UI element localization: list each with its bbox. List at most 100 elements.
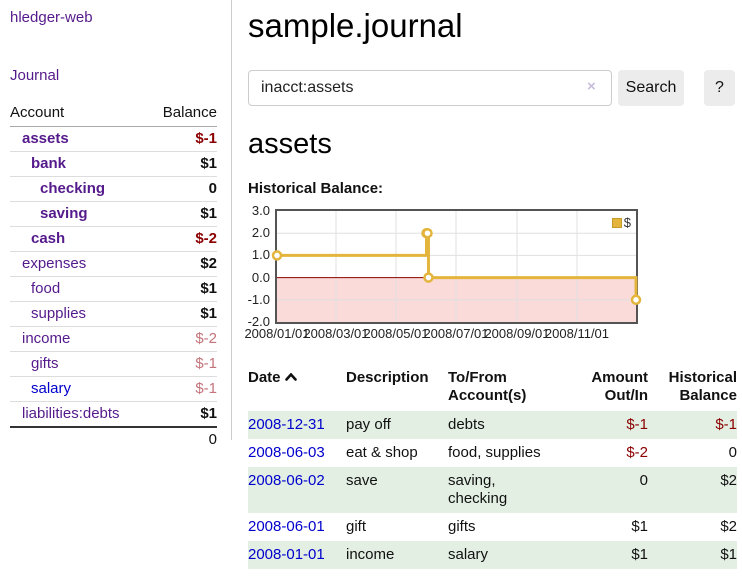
transaction-balance: $2 (720, 518, 737, 535)
nav-journal-link[interactable]: Journal (10, 67, 60, 84)
transaction-amount: 0 (639, 472, 648, 489)
register-row: 2008-06-01 gift gifts $1 $2 (248, 513, 737, 541)
account-balance: $1 (148, 201, 217, 227)
register-row: 2008-12-31 pay off debts $-1 $-1 (248, 411, 737, 439)
account-link-cash[interactable]: cash (31, 230, 66, 247)
transaction-date-link[interactable]: 2008-06-01 (248, 518, 325, 535)
register-col-description: Description (346, 369, 429, 386)
transaction-accounts: salary (448, 546, 489, 563)
search-input[interactable] (248, 70, 612, 106)
x-axis-tick-label: 2008/07/01 (423, 326, 489, 341)
transaction-accounts: gifts (448, 518, 476, 535)
account-link-saving[interactable]: saving (40, 205, 88, 222)
account-balance: $-1 (195, 130, 217, 147)
account-heading: assets (248, 128, 332, 160)
search-form: × Search ? (248, 70, 737, 106)
transaction-balance: $1 (720, 546, 737, 563)
balance-chart-canvas (271, 211, 642, 322)
account-balance: $1 (148, 276, 217, 302)
account-row-checking: checking 0 (10, 176, 217, 202)
accounts-total-spacer (10, 426, 149, 452)
accounts-col-balance: Balance (148, 101, 217, 127)
transaction-date-link[interactable]: 2008-12-31 (248, 416, 325, 433)
account-row-liabilities-debts: liabilities:debts $1 (10, 401, 217, 427)
app-title: hledger-web (10, 9, 217, 26)
clear-search-icon[interactable]: × (587, 78, 596, 95)
register-table: Date Description To/From Account(s) Amou… (248, 367, 737, 569)
x-axis-tick-label: 2008/11/01 (544, 326, 610, 341)
register-col-balance: Historical Balance (668, 369, 737, 404)
account-row-supplies: supplies $1 (10, 301, 217, 327)
account-row-assets: assets $-1 (10, 127, 217, 152)
account-balance: $1 (148, 301, 217, 327)
accounts-table: Account Balance assets $-1 bank $1 check… (10, 101, 217, 452)
account-row-cash: cash $-2 (10, 226, 217, 252)
transaction-date-link[interactable]: 2008-06-03 (248, 444, 325, 461)
account-balance: $-1 (148, 376, 217, 402)
transaction-description: save (346, 472, 378, 489)
transaction-date-link[interactable]: 2008-06-02 (248, 472, 325, 489)
account-link-assets[interactable]: assets (22, 130, 69, 147)
account-balance: $2 (148, 251, 217, 277)
y-axis-tick-label: 3.0 (251, 203, 270, 218)
account-balance: $1 (148, 151, 217, 177)
account-balance: 0 (148, 176, 217, 202)
transaction-description: gift (346, 518, 367, 535)
accounts-total-value: 0 (148, 426, 217, 452)
account-link-checking[interactable]: checking (40, 180, 106, 197)
account-row-gifts: gifts $-1 (10, 351, 217, 377)
transaction-accounts: saving, checking (448, 472, 508, 507)
balance-chart: $ 3.0 2.0 1.0 0.0 -1.0 -2.0 2008/01/01 2008/03/… (244, 203, 737, 345)
help-button[interactable]: ? (704, 70, 735, 106)
account-row-food: food $1 (10, 276, 217, 302)
register-col-amount: Amount Out/In (591, 369, 648, 404)
accounts-col-account: Account (10, 101, 149, 127)
transaction-balance: $2 (720, 472, 737, 489)
account-row-expenses: expenses $2 (10, 251, 217, 277)
account-row-income: income $-2 (10, 326, 217, 352)
transaction-amount: $1 (631, 518, 648, 535)
main-content: sample.journal × Search ? assets Histori… (244, 0, 737, 569)
register-row: 2008-06-02 save saving, checking 0 $2 (248, 467, 737, 513)
transaction-amount: $-2 (626, 444, 648, 461)
sidebar: hledger-web Journal Account Balance asse… (0, 0, 232, 452)
register-header-row: Date Description To/From Account(s) Amou… (248, 367, 737, 411)
sidebar-nav: Journal (10, 67, 217, 84)
transaction-date-link[interactable]: 2008-01-01 (248, 546, 325, 563)
register-col-date[interactable]: Date (248, 367, 346, 411)
chart-title: Historical Balance: (248, 180, 384, 197)
account-link-salary[interactable]: salary (31, 380, 72, 397)
y-axis-tick-label: -1.0 (247, 291, 270, 307)
account-link-bank[interactable]: bank (31, 155, 67, 172)
search-button[interactable]: Search (618, 70, 684, 106)
account-row-saving: saving $1 (10, 201, 217, 227)
account-balance: $-2 (148, 326, 217, 352)
y-axis-tick-label: 0.0 (251, 269, 270, 285)
account-link-expenses[interactable]: expenses (22, 255, 87, 272)
account-link-income[interactable]: income (22, 330, 71, 347)
transaction-description: income (346, 546, 395, 563)
account-link-gifts[interactable]: gifts (31, 355, 59, 372)
account-link-liabilities-debts[interactable]: liabilities:debts (22, 405, 120, 422)
transaction-accounts: debts (448, 416, 485, 433)
account-link-supplies[interactable]: supplies (31, 305, 87, 322)
register-row: 2008-01-01 income salary $1 $1 (248, 541, 737, 569)
register-col-accounts: To/From Account(s) (448, 369, 527, 404)
page-title: sample.journal (248, 7, 463, 44)
legend-swatch-icon (611, 217, 622, 228)
legend-label: $ (623, 215, 631, 230)
account-row-salary: salary $-1 (10, 376, 217, 402)
register-row: 2008-06-03 eat & shop food, supplies $-2… (248, 439, 737, 467)
accounts-header-row: Account Balance (10, 101, 217, 127)
app-title-link[interactable]: hledger-web (10, 9, 93, 26)
accounts-total-row: 0 (10, 426, 217, 452)
transaction-accounts: food, supplies (448, 444, 541, 461)
transaction-description: pay off (346, 416, 391, 433)
account-row-bank: bank $1 (10, 151, 217, 177)
register-col-date-label: Date (248, 369, 281, 386)
transaction-balance: 0 (728, 444, 737, 461)
account-link-food[interactable]: food (31, 280, 61, 297)
balance-chart-plot[interactable]: $ (271, 209, 642, 324)
account-balance: $1 (148, 401, 217, 427)
transaction-amount: $-1 (626, 416, 648, 433)
